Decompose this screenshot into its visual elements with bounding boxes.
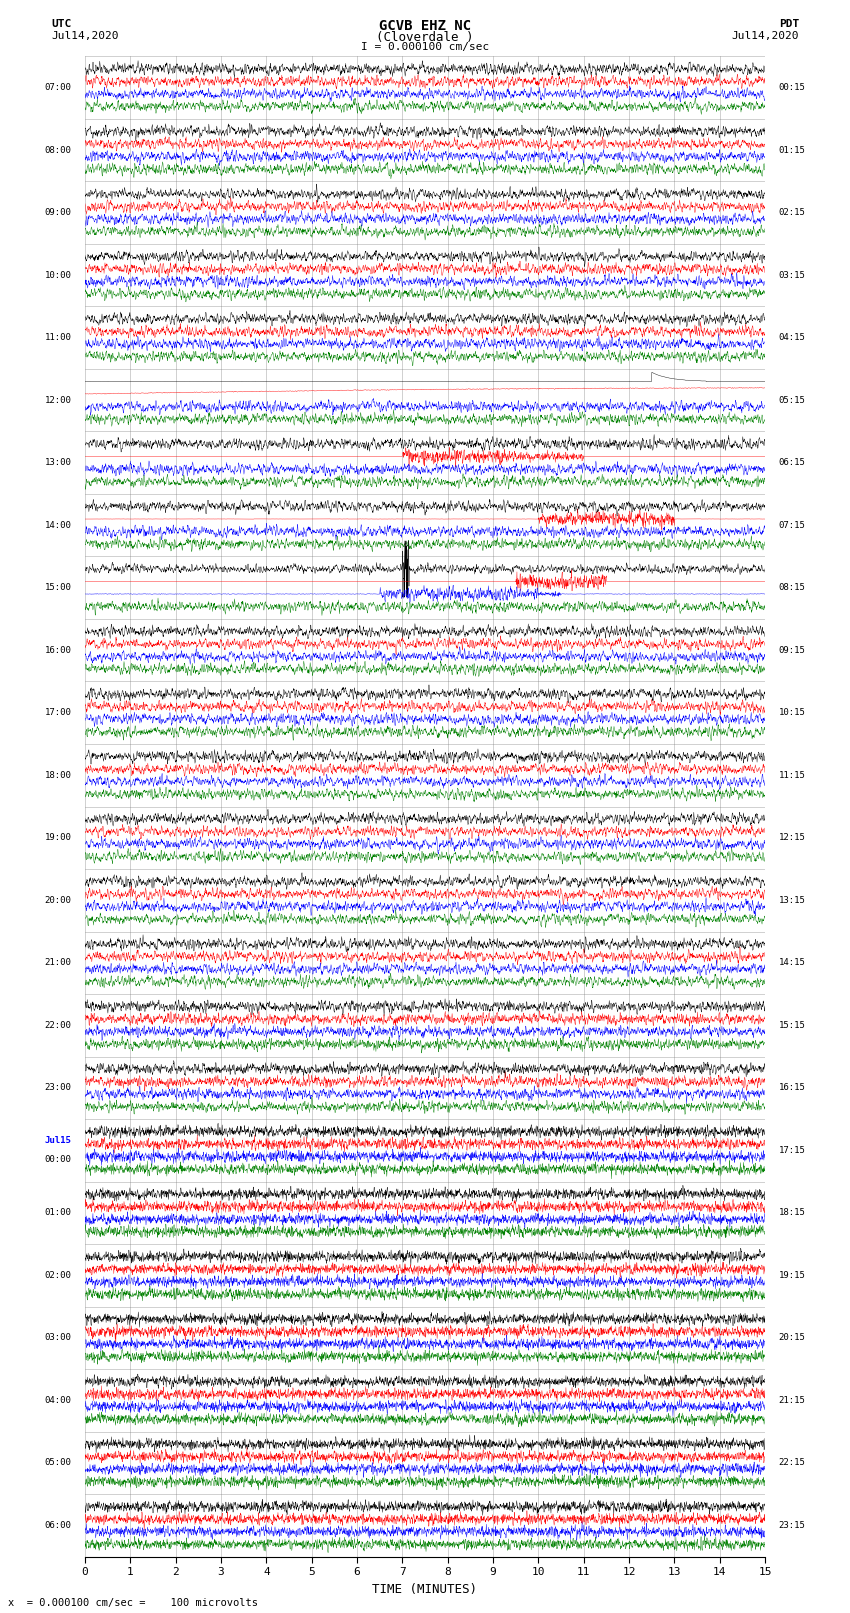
Text: 01:00: 01:00 — [44, 1208, 71, 1218]
Text: 21:00: 21:00 — [44, 958, 71, 968]
Text: PDT: PDT — [779, 19, 799, 29]
Text: x  = 0.000100 cm/sec =    100 microvolts: x = 0.000100 cm/sec = 100 microvolts — [8, 1598, 258, 1608]
Text: 20:15: 20:15 — [779, 1334, 806, 1342]
Text: 18:00: 18:00 — [44, 771, 71, 779]
Text: 19:00: 19:00 — [44, 834, 71, 842]
Text: 05:00: 05:00 — [44, 1458, 71, 1468]
Text: 15:00: 15:00 — [44, 584, 71, 592]
Text: 08:00: 08:00 — [44, 145, 71, 155]
Text: 00:00: 00:00 — [44, 1155, 71, 1165]
Text: 17:00: 17:00 — [44, 708, 71, 718]
Text: 11:00: 11:00 — [44, 334, 71, 342]
Text: GCVB EHZ NC: GCVB EHZ NC — [379, 19, 471, 34]
Text: 03:15: 03:15 — [779, 271, 806, 279]
Text: 16:00: 16:00 — [44, 645, 71, 655]
Text: 22:00: 22:00 — [44, 1021, 71, 1029]
Text: 00:15: 00:15 — [779, 84, 806, 92]
Text: I = 0.000100 cm/sec: I = 0.000100 cm/sec — [361, 42, 489, 52]
Text: 13:00: 13:00 — [44, 458, 71, 468]
Text: 18:15: 18:15 — [779, 1208, 806, 1218]
Text: 06:15: 06:15 — [779, 458, 806, 468]
Text: 23:15: 23:15 — [779, 1521, 806, 1529]
Text: 17:15: 17:15 — [779, 1145, 806, 1155]
Text: 13:15: 13:15 — [779, 895, 806, 905]
Text: 04:15: 04:15 — [779, 334, 806, 342]
Text: 20:00: 20:00 — [44, 895, 71, 905]
Text: 05:15: 05:15 — [779, 395, 806, 405]
Text: 21:15: 21:15 — [779, 1395, 806, 1405]
Text: 16:15: 16:15 — [779, 1084, 806, 1092]
Text: 04:00: 04:00 — [44, 1395, 71, 1405]
Text: Jul15: Jul15 — [44, 1137, 71, 1145]
Text: 09:00: 09:00 — [44, 208, 71, 218]
Text: UTC: UTC — [51, 19, 71, 29]
Text: 09:15: 09:15 — [779, 645, 806, 655]
Text: 07:15: 07:15 — [779, 521, 806, 529]
Text: 23:00: 23:00 — [44, 1084, 71, 1092]
Text: 11:15: 11:15 — [779, 771, 806, 779]
Text: 10:00: 10:00 — [44, 271, 71, 279]
Text: 03:00: 03:00 — [44, 1334, 71, 1342]
Text: 22:15: 22:15 — [779, 1458, 806, 1468]
Text: 02:00: 02:00 — [44, 1271, 71, 1279]
Text: 14:15: 14:15 — [779, 958, 806, 968]
X-axis label: TIME (MINUTES): TIME (MINUTES) — [372, 1582, 478, 1595]
Text: 15:15: 15:15 — [779, 1021, 806, 1029]
Text: 06:00: 06:00 — [44, 1521, 71, 1529]
Text: 08:15: 08:15 — [779, 584, 806, 592]
Text: 07:00: 07:00 — [44, 84, 71, 92]
Text: 14:00: 14:00 — [44, 521, 71, 529]
Text: Jul14,2020: Jul14,2020 — [51, 31, 118, 40]
Text: Jul14,2020: Jul14,2020 — [732, 31, 799, 40]
Text: 01:15: 01:15 — [779, 145, 806, 155]
Text: 02:15: 02:15 — [779, 208, 806, 218]
Text: 19:15: 19:15 — [779, 1271, 806, 1279]
Text: 10:15: 10:15 — [779, 708, 806, 718]
Text: 12:00: 12:00 — [44, 395, 71, 405]
Text: (Cloverdale ): (Cloverdale ) — [377, 31, 473, 44]
Text: 12:15: 12:15 — [779, 834, 806, 842]
